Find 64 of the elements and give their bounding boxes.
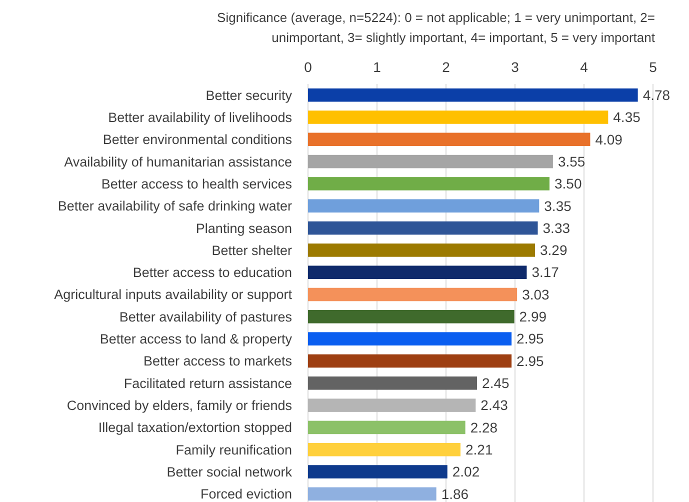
y-tick-label: Family reunification bbox=[176, 442, 292, 458]
bar bbox=[308, 288, 518, 302]
bar bbox=[308, 221, 538, 235]
y-tick-label: Agricultural inputs availability or support bbox=[54, 287, 292, 302]
bar bbox=[308, 132, 590, 146]
data-label: 3.17 bbox=[532, 264, 560, 280]
bar bbox=[308, 88, 638, 102]
y-tick-label: Better access to markets bbox=[143, 354, 292, 369]
x-tick-label: 3 bbox=[511, 59, 520, 75]
y-tick-label: Better access to land & property bbox=[100, 332, 292, 347]
data-label: 2.95 bbox=[516, 352, 544, 369]
y-tick-label: Better availability of pastures bbox=[119, 309, 292, 324]
y-tick-label: Better security bbox=[206, 88, 292, 103]
x-tick-label: 1 bbox=[373, 59, 382, 75]
x-tick-label: 5 bbox=[649, 59, 658, 75]
y-tick-label: Facilitated return assistance bbox=[124, 376, 292, 391]
data-label: 2.02 bbox=[452, 464, 480, 480]
data-label: 3.03 bbox=[522, 286, 550, 302]
data-label: 2.45 bbox=[482, 375, 510, 392]
y-tick-label: Availability of humanitarian assistance bbox=[64, 154, 292, 170]
bar bbox=[308, 244, 536, 257]
bar bbox=[308, 154, 553, 168]
bar bbox=[308, 487, 436, 501]
y-tick-label: Convinced by elders, family or friends bbox=[66, 398, 292, 414]
data-label: 4.35 bbox=[613, 109, 641, 126]
bar bbox=[308, 354, 512, 368]
bar bbox=[308, 332, 512, 346]
y-tick-label: Forced eviction bbox=[200, 486, 292, 502]
y-tick-label: Better availability of safe drinking water bbox=[58, 198, 292, 214]
data-label: 3.33 bbox=[542, 220, 570, 236]
x-tick-label: 4 bbox=[580, 59, 588, 75]
bar bbox=[308, 177, 550, 190]
data-label: 2.43 bbox=[480, 397, 508, 414]
bar bbox=[308, 110, 608, 124]
bar bbox=[308, 398, 476, 412]
data-label: 2.21 bbox=[465, 442, 493, 458]
bar bbox=[308, 376, 478, 390]
x-tick-label: 2 bbox=[442, 59, 450, 75]
data-label: 3.55 bbox=[558, 153, 586, 170]
data-label: 3.35 bbox=[544, 198, 572, 214]
bar bbox=[308, 442, 460, 456]
y-tick-label: Better access to health services bbox=[101, 176, 292, 192]
data-label: 2.95 bbox=[516, 330, 544, 347]
y-tick-label: Planting season bbox=[196, 220, 292, 236]
data-label: 3.29 bbox=[540, 242, 568, 258]
bar bbox=[308, 465, 448, 478]
x-axis-title: Significance (average, n=5224): 0 = not applicable; 1 = very unimportant, 2= unimportant, 3= slightly important, 4= important, 5 = very important bbox=[217, 10, 656, 45]
y-tick-label: Better access to education bbox=[132, 265, 292, 280]
bar bbox=[308, 420, 466, 434]
bar bbox=[308, 199, 540, 213]
bar bbox=[308, 310, 514, 324]
bar bbox=[308, 266, 527, 279]
data-label: 2.28 bbox=[470, 419, 498, 436]
y-tick-label: Better shelter bbox=[212, 242, 292, 258]
data-label: 1.86 bbox=[441, 486, 469, 502]
data-label: 3.50 bbox=[554, 176, 582, 192]
data-label: 4.09 bbox=[595, 131, 623, 148]
y-tick-label: Better social network bbox=[166, 464, 292, 480]
y-tick-label: Illegal taxation/extortion stopped bbox=[98, 420, 292, 436]
y-tick-label: Better environmental conditions bbox=[102, 132, 292, 148]
data-label: 2.99 bbox=[519, 308, 547, 325]
data-label: 4.78 bbox=[642, 86, 670, 103]
x-tick-label: 0 bbox=[304, 59, 312, 75]
y-tick-label: Better availability of livelihoods bbox=[108, 110, 292, 125]
